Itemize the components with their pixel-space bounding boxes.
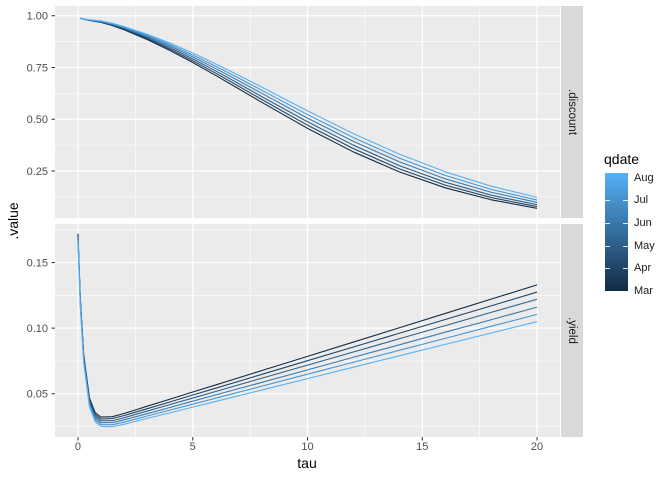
facet-strip-label: .discount <box>566 88 578 136</box>
facet-strip-yield: .yield <box>561 224 583 437</box>
y-tick-label: 0.15 <box>27 257 48 269</box>
x-tick-label: 0 <box>75 441 81 453</box>
x-tick-label: 20 <box>531 441 543 453</box>
y-tick-label: 1.00 <box>27 11 48 23</box>
series-line-Aug-discount <box>80 17 538 198</box>
x-tick-label: 15 <box>416 441 428 453</box>
series-line-Mar-yield <box>77 233 538 418</box>
y-tick-label: 0.25 <box>27 166 48 178</box>
y-axis-title: .value <box>5 202 21 240</box>
facet-strip-label: .yield <box>566 317 578 344</box>
series-line-May-yield <box>77 236 538 422</box>
x-tick-label: 10 <box>301 441 313 453</box>
x-axis-title: tau <box>297 455 317 471</box>
y-tick-label: 0.05 <box>27 389 48 401</box>
series-line-Jul-yield <box>77 239 538 426</box>
series-line-Jun-yield <box>77 238 538 424</box>
x-tick-label: 5 <box>190 441 196 453</box>
series-line-Apr-yield <box>77 235 538 420</box>
series-line-Aug-yield <box>77 241 538 428</box>
facet-strip-discount: .discount <box>561 6 583 218</box>
y-tick-label: 0.75 <box>27 62 48 74</box>
y-tick-label: 0.50 <box>27 114 48 126</box>
y-tick-label: 0.10 <box>27 323 48 335</box>
